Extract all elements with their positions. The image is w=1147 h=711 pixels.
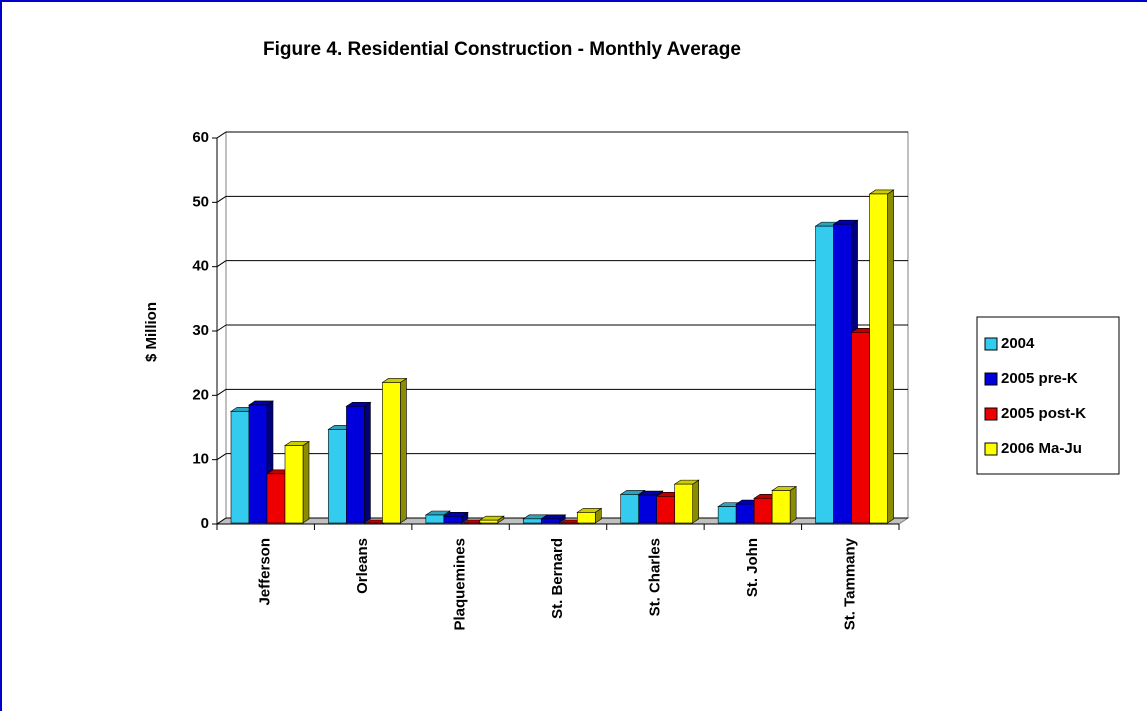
bar — [771, 490, 791, 524]
grid-line — [216, 453, 227, 461]
bar — [815, 225, 834, 524]
legend-label: 2005 pre-K — [1001, 370, 1078, 387]
bar — [230, 411, 250, 524]
grid-line — [216, 324, 227, 332]
legend-label: 2004 — [1001, 335, 1035, 352]
bar — [479, 519, 499, 524]
bar — [753, 497, 773, 524]
x-tick-label: Orleans — [354, 538, 371, 594]
bar — [248, 404, 268, 524]
bar-side — [692, 479, 700, 524]
legend-label: 2006 Ma-Ju — [1001, 440, 1082, 457]
grid-line — [216, 517, 227, 525]
bar — [443, 515, 463, 524]
x-tick-label: Plaquemines — [452, 538, 469, 631]
bar — [576, 512, 596, 524]
bar — [328, 429, 347, 524]
bar — [717, 506, 737, 524]
bar — [735, 503, 755, 524]
grid-line — [216, 388, 227, 396]
chart-title: Figure 4. Residential Construction - Mon… — [263, 39, 741, 60]
legend-label: 2005 post-K — [1001, 405, 1086, 422]
x-tick-label: St. John — [744, 538, 761, 597]
bar-side — [789, 485, 797, 524]
bar — [425, 514, 445, 524]
y-tick-label: 20 — [192, 386, 209, 403]
x-tick-label: St. Tammany — [841, 537, 858, 630]
bar — [833, 223, 852, 524]
grid-line — [216, 260, 227, 268]
legend-swatch — [984, 407, 998, 421]
bar — [266, 473, 286, 524]
x-tick-label: St. Charles — [646, 538, 663, 616]
bar — [620, 494, 640, 524]
bar — [522, 518, 542, 524]
bar — [540, 518, 560, 524]
legend-swatch — [984, 442, 998, 456]
x-tick-label: Jefferson — [257, 538, 274, 606]
y-tick-label: 10 — [192, 451, 209, 468]
bar — [638, 494, 658, 524]
legend-box — [976, 316, 1120, 475]
bar — [851, 331, 870, 524]
y-axis-label: $ Million — [143, 302, 160, 362]
bar — [346, 405, 365, 524]
bar-side — [887, 189, 894, 524]
bar — [284, 445, 304, 524]
bar-side — [400, 377, 407, 524]
bar-side — [364, 401, 371, 524]
y-tick-label: 0 — [201, 515, 209, 532]
y-tick-label: 50 — [192, 193, 209, 210]
legend-swatch — [984, 372, 998, 386]
grid-line — [216, 195, 227, 203]
bar — [382, 382, 401, 524]
bar — [674, 483, 694, 524]
legend-swatch — [984, 337, 998, 351]
y-tick-label: 40 — [192, 258, 209, 275]
bar — [558, 522, 578, 525]
bar — [656, 496, 676, 524]
grid-line — [216, 131, 227, 139]
bar-side — [302, 440, 310, 524]
bar — [364, 522, 383, 525]
y-tick-label: 30 — [192, 322, 209, 339]
y-tick-label: 60 — [192, 129, 209, 146]
x-tick-label: St. Bernard — [549, 538, 566, 619]
bar — [461, 522, 481, 525]
bar — [869, 193, 888, 524]
